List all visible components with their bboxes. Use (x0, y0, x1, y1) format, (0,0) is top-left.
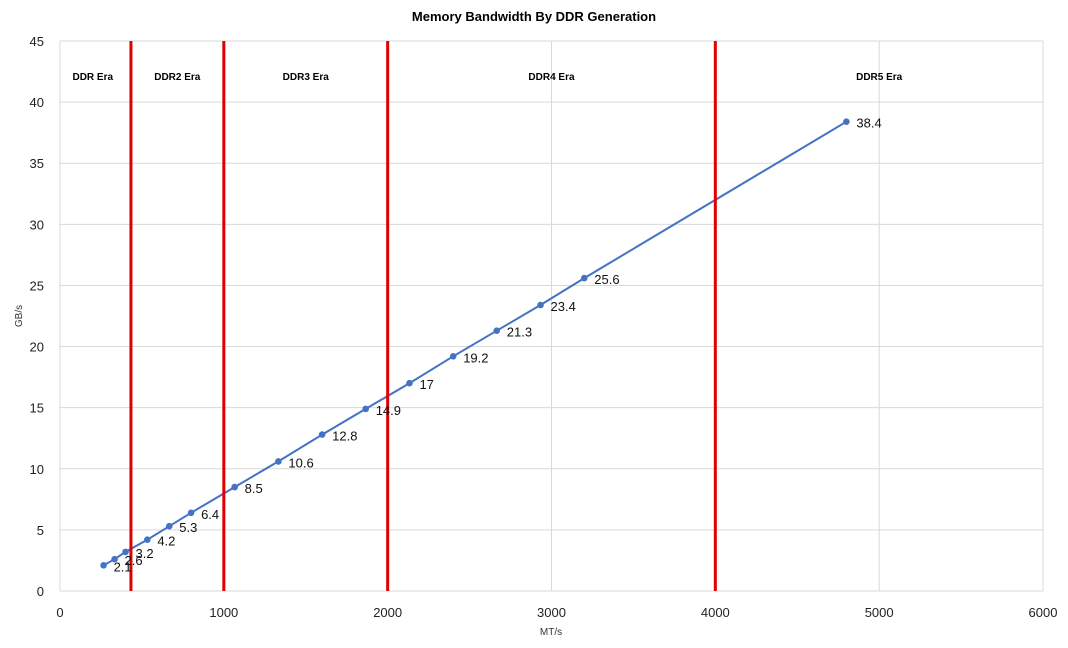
data-label: 2.6 (125, 553, 143, 568)
x-tick-label: 2000 (373, 605, 402, 620)
x-axis-label: MT/s (540, 627, 562, 638)
data-label: 25.6 (594, 272, 619, 287)
data-label: 5.3 (179, 520, 197, 535)
data-labels: 2.12.63.24.2 5.3 6.4 8.5 10.6 12.8 14.9 17 19.2 2… (114, 116, 882, 575)
data-point (406, 379, 413, 387)
era-label: DDR2 Era (154, 72, 201, 83)
data-label: 10.6 (288, 455, 313, 470)
y-tick-label: 10 (30, 462, 44, 477)
series-line (103, 120, 847, 567)
y-tick-label: 15 (30, 401, 44, 416)
x-tick-label: 0 (56, 605, 63, 620)
x-tick-label: 6000 (1029, 605, 1058, 620)
y-tick-label: 35 (30, 156, 44, 171)
data-point (580, 274, 588, 282)
data-label: 6.4 (201, 507, 219, 522)
data-point (122, 548, 129, 556)
x-tick-label: 1000 (209, 605, 238, 620)
era-labels: DDR Era DDR2 Era DDR3 Era DDR4 Era DDR5 Era (72, 72, 902, 83)
data-point (187, 509, 195, 517)
x-axis-ticks: 0 1000 2000 3000 4000 5000 6000 (56, 605, 1057, 620)
data-label: 21.3 (507, 325, 532, 340)
data-label: 3.2 (136, 546, 154, 561)
era-label: DDR4 Era (528, 72, 575, 83)
data-label: 2.1 (114, 559, 132, 574)
chart-title: Memory Bandwidth By DDR Generation (412, 9, 656, 24)
data-point (449, 353, 457, 360)
x-tick-label: 5000 (865, 605, 894, 620)
data-point (318, 431, 326, 438)
series-line-group (103, 120, 847, 567)
data-point (493, 327, 501, 334)
y-tick-label: 45 (30, 34, 44, 49)
x-tick-label: 4000 (701, 605, 730, 620)
x-tick-label: 3000 (537, 605, 566, 620)
y-tick-label: 25 (30, 278, 44, 293)
data-point (843, 118, 850, 125)
data-point (231, 483, 238, 491)
data-label: 38.4 (856, 116, 881, 131)
data-point (362, 405, 370, 413)
data-point (100, 562, 107, 569)
data-point (165, 522, 173, 530)
era-label: DDR3 Era (283, 72, 330, 83)
y-axis-label: GB/s (14, 305, 25, 327)
era-label: DDR5 Era (856, 72, 903, 83)
y-tick-label: 20 (30, 340, 44, 355)
data-point (275, 458, 282, 465)
data-label: 23.4 (551, 299, 576, 314)
y-tick-label: 5 (37, 523, 44, 538)
data-label: 14.9 (376, 403, 401, 418)
data-point (111, 555, 118, 563)
data-label: 8.5 (245, 481, 263, 496)
era-dividers (129, 41, 717, 591)
y-tick-label: 0 (37, 584, 44, 599)
data-points (100, 118, 850, 569)
y-tick-label: 40 (30, 95, 44, 110)
data-label: 12.8 (332, 429, 357, 444)
era-label: DDR Era (72, 72, 113, 83)
data-point (537, 301, 544, 309)
data-label: 17 (419, 377, 433, 392)
data-label: 4.2 (157, 534, 175, 549)
y-axis-ticks: 0 5 10 15 20 25 30 35 40 45 (30, 34, 44, 599)
data-point (144, 536, 151, 543)
y-tick-label: 30 (30, 217, 44, 232)
data-label: 19.2 (463, 350, 488, 365)
